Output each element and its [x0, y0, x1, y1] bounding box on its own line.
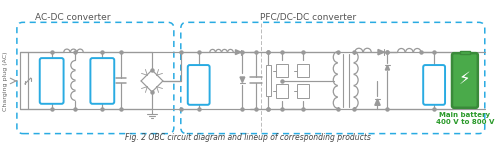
Text: Main battery
400 V to 800 V: Main battery 400 V to 800 V	[436, 112, 494, 125]
Polygon shape	[386, 65, 390, 70]
Text: ⚡: ⚡	[459, 70, 470, 88]
FancyBboxPatch shape	[40, 58, 64, 104]
Text: Fig. 2 OBC circuit diagram and lineup of corresponding products: Fig. 2 OBC circuit diagram and lineup of…	[126, 133, 372, 142]
FancyBboxPatch shape	[188, 65, 210, 105]
Polygon shape	[240, 77, 245, 82]
Bar	[460, 51, 470, 54]
Polygon shape	[378, 49, 384, 55]
FancyBboxPatch shape	[423, 65, 445, 105]
Polygon shape	[375, 99, 380, 105]
Polygon shape	[236, 50, 241, 55]
Text: (3): (3)	[432, 68, 442, 74]
Bar	[297, 64, 309, 77]
FancyBboxPatch shape	[452, 53, 478, 108]
Text: (1): (1)	[100, 60, 112, 66]
Text: (2): (2)	[196, 68, 207, 74]
Text: PFC/DC-DC converter: PFC/DC-DC converter	[260, 13, 356, 22]
Text: Charging plug (AC): Charging plug (AC)	[4, 51, 8, 111]
Bar	[297, 84, 309, 98]
Bar	[266, 65, 270, 96]
Bar	[276, 64, 288, 77]
FancyBboxPatch shape	[90, 58, 114, 104]
Text: (1): (1)	[50, 60, 61, 66]
Text: AC-DC converter: AC-DC converter	[35, 13, 110, 22]
Bar	[276, 84, 288, 98]
